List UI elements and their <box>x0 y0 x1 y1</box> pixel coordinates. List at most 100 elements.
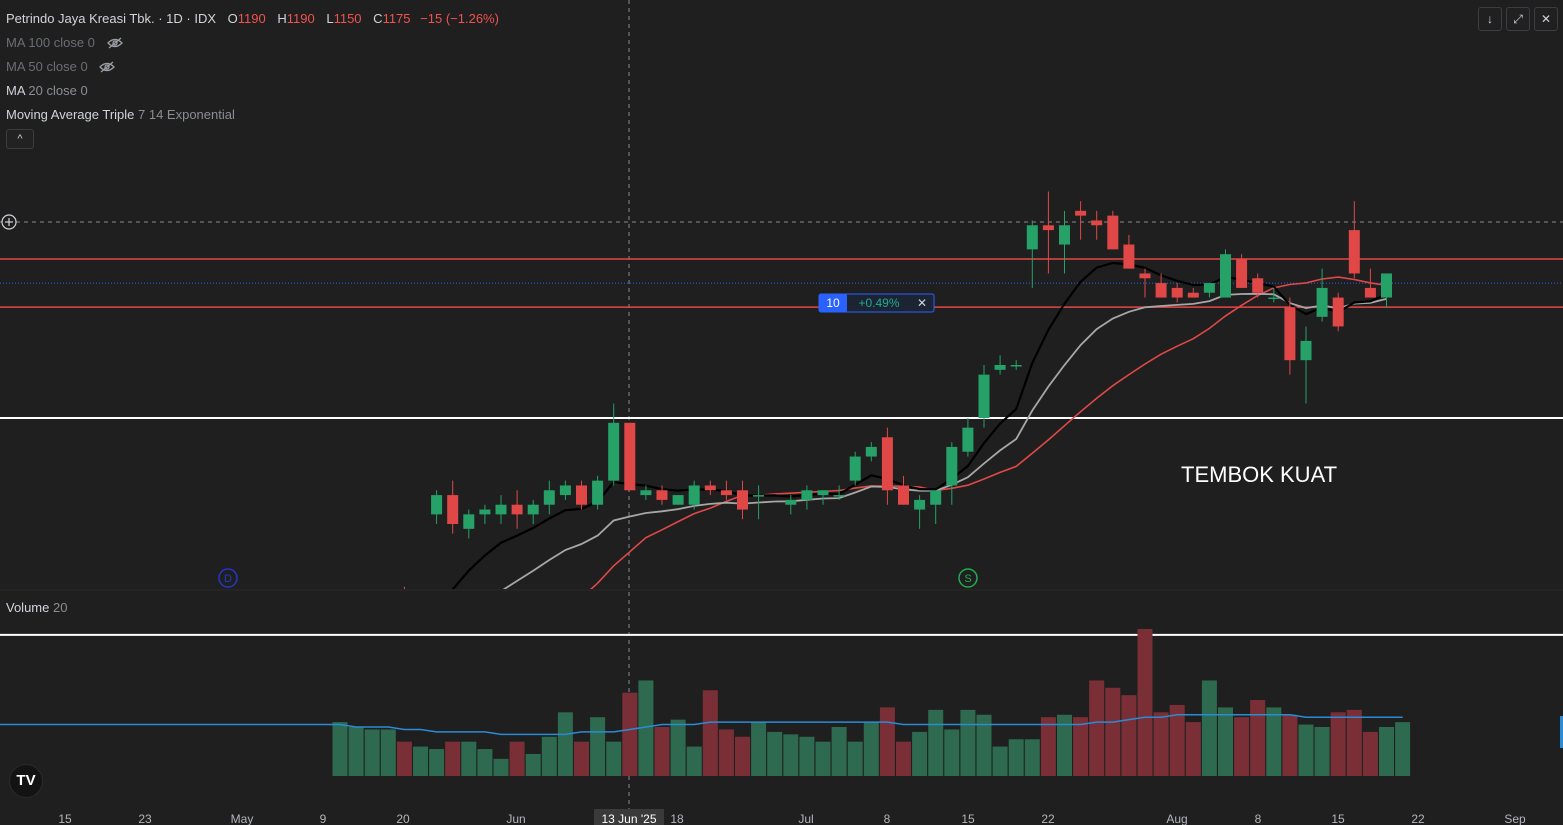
candle-body <box>930 490 942 505</box>
time-axis-label: May <box>231 812 254 825</box>
candle-body <box>367 644 378 658</box>
candle-body <box>1252 278 1264 293</box>
candle-body <box>1187 292 1199 298</box>
candle-body <box>1026 225 1038 250</box>
price-tag[interactable]: 10 +0.49% ✕ <box>818 293 935 313</box>
volume-bar <box>1105 687 1121 776</box>
price-pane[interactable] <box>340 191 1392 766</box>
collapse-legend-button[interactable]: ^ <box>6 129 34 149</box>
close-label: C <box>373 11 383 26</box>
candle-body <box>1220 254 1231 298</box>
candle-body <box>1059 225 1070 245</box>
change-value: −15 (−1.26%) <box>420 11 499 26</box>
volume-bar <box>767 731 783 776</box>
volume-bar <box>1266 707 1282 776</box>
add-alert-icon[interactable] <box>1 214 17 230</box>
candle-body <box>1268 297 1280 300</box>
candle-body <box>495 504 507 515</box>
candle-body <box>1155 283 1167 298</box>
candle-body <box>1300 340 1312 361</box>
volume-bar <box>606 741 622 776</box>
volume-bar <box>1153 712 1169 776</box>
volume-bar <box>1008 739 1024 776</box>
volume-bar <box>799 736 815 776</box>
volume-bar <box>493 758 509 776</box>
marker-label: D <box>224 573 232 585</box>
indicator-params: 20 close 0 <box>28 83 88 98</box>
volume-bar <box>944 729 960 776</box>
candle-body <box>1332 297 1344 327</box>
annotation-text[interactable]: TEMBOK KUAT <box>1181 462 1337 487</box>
tag-close-icon[interactable]: ✕ <box>917 296 927 310</box>
volume-bar <box>461 741 477 776</box>
volume-bar <box>1185 722 1201 776</box>
volume-bar <box>1169 704 1185 776</box>
volume-bar <box>670 719 686 776</box>
candle-body <box>914 499 926 510</box>
volume-bar <box>654 727 670 776</box>
marker-label: S <box>964 573 971 585</box>
candle-body <box>1284 307 1296 361</box>
volume-bar <box>1089 680 1105 776</box>
volume-bar <box>638 680 654 776</box>
close-pane-button[interactable]: ✕ <box>1534 7 1558 31</box>
volume-bar <box>1395 722 1411 776</box>
scroll-down-button[interactable]: ↓ <box>1478 7 1502 31</box>
volume-bar <box>1234 717 1250 776</box>
symbol-title[interactable]: Petrindo Jaya Kreasi Tbk. · 1D · IDX <box>6 11 217 26</box>
volume-bar <box>1379 727 1394 776</box>
candle-body <box>672 495 684 505</box>
indicator-ma100[interactable]: MA 100 close 0 <box>6 35 123 50</box>
candle-body <box>431 495 443 515</box>
candle-body <box>640 490 652 496</box>
split-marker-icon[interactable]: S <box>958 568 978 588</box>
time-axis-label: 8 <box>1255 812 1262 825</box>
tag-count: 10 <box>826 296 840 310</box>
volume-bar <box>1040 717 1056 776</box>
candle-body <box>849 456 861 481</box>
eye-off-icon[interactable] <box>106 37 123 49</box>
fit-screen-button[interactable]: ⤢ <box>1506 7 1530 31</box>
crosshair-date-bg <box>594 809 664 825</box>
candle-body <box>559 485 571 496</box>
dividend-marker-icon[interactable]: D <box>218 568 238 588</box>
candle-body <box>1348 230 1360 274</box>
volume-bar <box>1282 714 1298 776</box>
indicator-ma-triple[interactable]: Moving Average Triple 7 14 Exponential <box>6 107 235 122</box>
time-axis-label: 8 <box>884 812 891 825</box>
time-axis-label: 9 <box>320 812 327 825</box>
volume-scale-marker <box>1560 716 1563 748</box>
time-axis-label: 15 <box>58 812 72 825</box>
candle-body <box>1107 215 1119 250</box>
eye-off-icon[interactable] <box>99 61 116 73</box>
volume-bar <box>863 722 879 776</box>
candle-body <box>1381 273 1392 298</box>
time-axis-label: 15 <box>961 812 975 825</box>
volume-bar <box>525 753 541 776</box>
low-label: L <box>326 11 334 26</box>
candle-body <box>720 490 732 496</box>
volume-bar <box>702 690 718 776</box>
ema14-line <box>502 292 1387 589</box>
indicator-ma50[interactable]: MA 50 close 0 <box>6 59 116 74</box>
volume-bar <box>332 722 348 776</box>
candle-body <box>994 365 1006 370</box>
volume-bar <box>1073 717 1089 776</box>
volume-bar <box>541 736 557 776</box>
candle-body <box>576 485 587 505</box>
candle-body <box>753 495 765 497</box>
volume-bar <box>1218 707 1233 776</box>
tradingview-logo[interactable]: TV <box>9 764 43 798</box>
volume-bar <box>1346 709 1362 776</box>
volume-params: 20 <box>53 600 68 615</box>
symbol-legend: Petrindo Jaya Kreasi Tbk. · 1D · IDX O11… <box>6 11 499 26</box>
volume-bar <box>1024 739 1040 776</box>
candle-body <box>1171 287 1183 298</box>
volume-bar <box>364 729 380 776</box>
candle-body <box>656 490 668 500</box>
volume-legend[interactable]: Volume 20 <box>6 600 67 615</box>
indicator-ma20[interactable]: MA 20 close 0 <box>6 83 88 98</box>
indicator-name: Moving Average Triple <box>6 107 135 122</box>
volume-bar <box>622 692 638 776</box>
